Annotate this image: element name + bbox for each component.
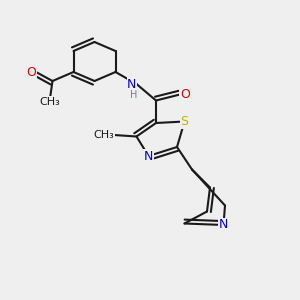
Text: O: O — [26, 65, 36, 79]
Text: N: N — [144, 149, 153, 163]
Text: H: H — [130, 89, 137, 100]
Text: N: N — [219, 218, 228, 232]
Text: S: S — [181, 115, 188, 128]
Text: N: N — [127, 77, 136, 91]
Text: CH₃: CH₃ — [39, 97, 60, 107]
Text: CH₃: CH₃ — [93, 130, 114, 140]
Text: O: O — [180, 88, 190, 101]
